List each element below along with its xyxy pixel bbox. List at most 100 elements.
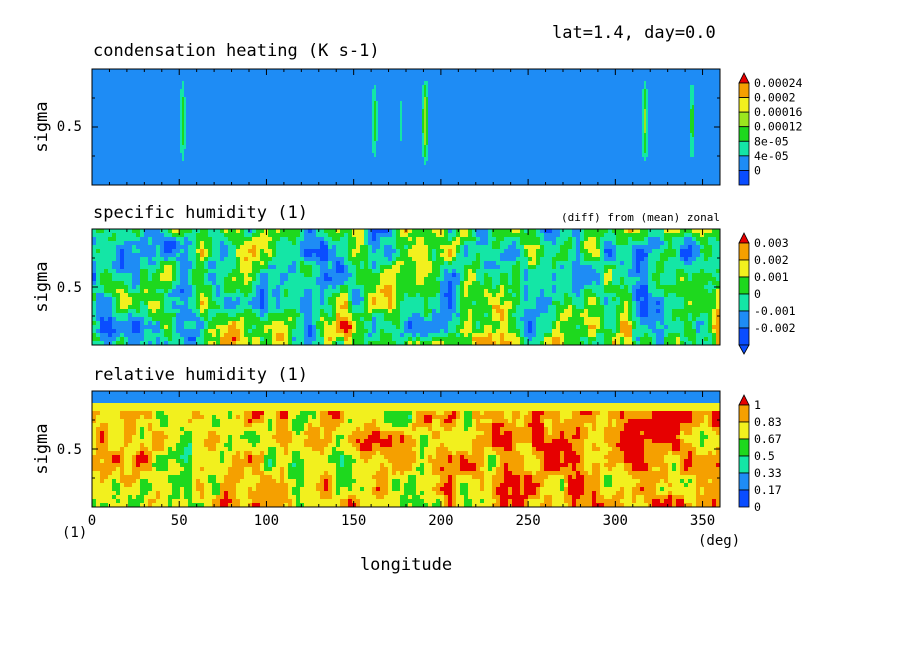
- heatmap-cell: [698, 69, 701, 74]
- heatmap-cell: [250, 69, 253, 74]
- heatmap-cell: [344, 73, 347, 78]
- heatmap-cell: [672, 77, 675, 82]
- heatmap-cell: [510, 85, 513, 90]
- heatmap-cell: [380, 81, 383, 86]
- heatmap-cell: [226, 73, 229, 78]
- heatmap-cell: [332, 73, 335, 78]
- heatmap-cell: [324, 73, 327, 78]
- heatmap-cell: [238, 73, 241, 78]
- heatmap-cell: [474, 81, 477, 86]
- heatmap-cell: [588, 77, 591, 82]
- heatmap-cell: [690, 69, 693, 74]
- heatmap-cell: [640, 77, 643, 82]
- heatmap-cell: [576, 77, 579, 82]
- heatmap-cell: [210, 81, 213, 86]
- heatmap-cell: [710, 69, 713, 74]
- heatmap-cell: [400, 73, 403, 78]
- heatmap-cell: [464, 77, 467, 82]
- heatmap-cell: [556, 77, 559, 82]
- heatmap-cell: [688, 77, 691, 82]
- heatmap-cell: [592, 69, 595, 74]
- heatmap-cell: [638, 77, 641, 82]
- heatmap-cell: [438, 69, 441, 74]
- heatmap-cell: [172, 73, 175, 78]
- heatmap-cell: [568, 73, 571, 78]
- heatmap-cell: [532, 73, 535, 78]
- heatmap-cell: [176, 81, 179, 86]
- heatmap-cell: [304, 81, 307, 86]
- heatmap-cell: [192, 85, 195, 90]
- heatmap-cell: [714, 73, 717, 78]
- heatmap-cell: [578, 81, 581, 86]
- heatmap-cell: [310, 81, 313, 86]
- heatmap-cell: [276, 81, 279, 86]
- heatmap-cell: [158, 69, 161, 74]
- heatmap-cell: [270, 69, 273, 74]
- heatmap-cell: [412, 69, 415, 74]
- heatmap-cell: [310, 85, 313, 90]
- heatmap-cell: [628, 77, 631, 82]
- heatmap-cell: [238, 77, 241, 82]
- heatmap-cell: [382, 73, 385, 78]
- heatmap-cell: [162, 69, 165, 74]
- heatmap-cell: [580, 77, 583, 82]
- heatmap-cell: [602, 81, 605, 86]
- heatmap-cell: [360, 81, 363, 86]
- heatmap-cell: [396, 77, 399, 82]
- heatmap-cell: [402, 81, 405, 86]
- heatmap-cell: [508, 85, 511, 90]
- heatmap-cell: [526, 85, 529, 90]
- heatmap-cell: [384, 73, 387, 78]
- heatmap-cell: [264, 81, 267, 86]
- heatmap-cell: [586, 69, 589, 74]
- heatmap-cell: [132, 73, 135, 78]
- heatmap-cell: [180, 73, 183, 78]
- heatmap-cell: [704, 77, 707, 82]
- heatmap-cell: [346, 77, 349, 82]
- heatmap-cell: [690, 77, 693, 82]
- heatmap-cell: [386, 77, 389, 82]
- heatmap-cell: [664, 73, 667, 78]
- heatmap-cell: [448, 77, 451, 82]
- heatmap-cell: [602, 77, 605, 82]
- heatmap-cell: [186, 85, 189, 90]
- heatmap-cell: [710, 73, 713, 78]
- heatmap-cell: [108, 81, 111, 86]
- heatmap-cell: [492, 85, 495, 90]
- heatmap-cell: [308, 69, 311, 74]
- heatmap-cell: [196, 69, 199, 74]
- heatmap-cell: [218, 73, 221, 78]
- heatmap-cell: [182, 81, 185, 86]
- heatmap-cell: [252, 73, 255, 78]
- heatmap-cell: [472, 69, 475, 74]
- heatmap-cell: [194, 69, 197, 74]
- heatmap-cell: [552, 69, 555, 74]
- heatmap-cell: [126, 85, 129, 90]
- heatmap-cell: [220, 77, 223, 82]
- heatmap-cell: [298, 69, 301, 74]
- heatmap-cell: [104, 69, 107, 74]
- heatmap-cell: [332, 69, 335, 74]
- heatmap-cell: [356, 81, 359, 86]
- heatmap-area: [92, 69, 721, 186]
- heatmap-cell: [134, 85, 137, 90]
- heatmap-cell: [264, 69, 267, 74]
- heatmap-cell: [626, 81, 629, 86]
- heatmap-cell: [498, 69, 501, 74]
- heatmap-cell: [230, 73, 233, 78]
- heatmap-cell: [652, 77, 655, 82]
- heatmap-cell: [386, 73, 389, 78]
- heatmap-cell: [428, 69, 431, 74]
- heatmap-cell: [640, 69, 643, 74]
- heatmap-cell: [292, 77, 295, 82]
- heatmap-cell: [92, 73, 95, 78]
- heatmap-cell: [312, 77, 315, 82]
- heatmap-cell: [540, 85, 543, 90]
- heatmap-cell: [166, 77, 169, 82]
- heatmap-cell: [572, 73, 575, 78]
- heatmap-cell: [114, 81, 117, 86]
- heatmap-cell: [204, 85, 207, 90]
- heatmap-cell: [556, 69, 559, 74]
- heatmap-cell: [376, 81, 379, 86]
- heatmap-cell: [104, 85, 107, 90]
